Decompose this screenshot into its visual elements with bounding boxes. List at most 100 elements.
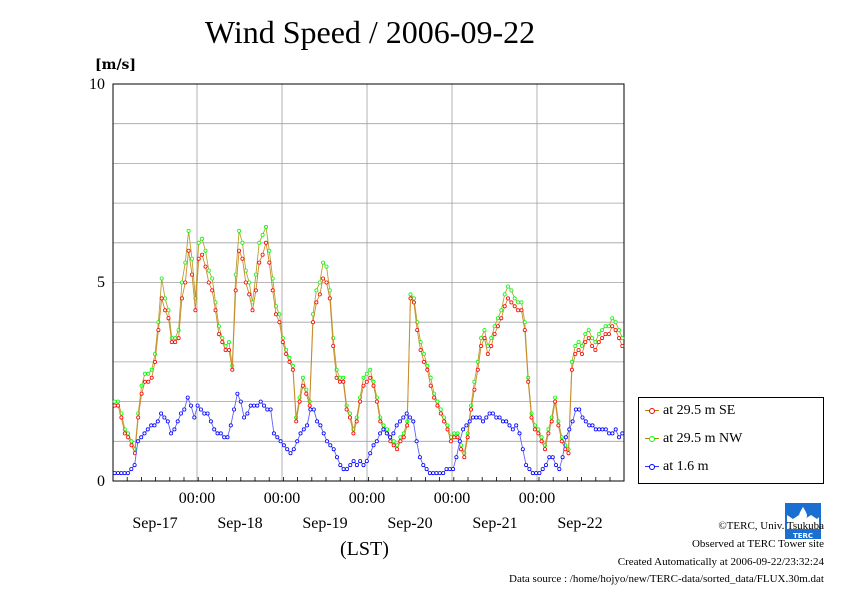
x-time-label: 00:00 <box>518 490 556 507</box>
data-point <box>218 431 223 436</box>
data-point <box>613 320 618 325</box>
data-point <box>519 308 524 313</box>
y-axis-unit: [m/s] <box>95 57 137 73</box>
source-text: Data source : /home/hojyo/new/TERC-data/… <box>509 573 824 585</box>
data-point <box>112 471 117 476</box>
data-point <box>539 439 544 444</box>
data-point <box>210 276 215 281</box>
data-point <box>474 415 479 420</box>
data-point <box>479 336 484 341</box>
data-point <box>530 471 535 476</box>
data-point <box>395 447 400 452</box>
x-date-label: Sep-22 <box>557 515 603 532</box>
data-point <box>324 264 329 269</box>
data-point <box>178 411 183 416</box>
data-point <box>467 419 472 424</box>
data-point <box>192 415 197 420</box>
data-point <box>464 423 469 428</box>
data-point <box>142 379 147 384</box>
data-point <box>311 407 316 412</box>
data-point <box>455 431 460 436</box>
data-point <box>482 328 487 333</box>
data-point <box>617 328 622 333</box>
data-point <box>361 463 366 468</box>
data-point <box>378 431 383 436</box>
data-point <box>576 340 581 345</box>
data-point <box>504 419 509 424</box>
data-point <box>557 467 562 472</box>
data-point <box>445 427 450 432</box>
data-point <box>510 427 515 432</box>
legend-label: at 29.5 m SE <box>663 403 736 418</box>
data-point <box>425 367 430 372</box>
x-time-label: 00:00 <box>433 490 471 507</box>
data-point <box>304 391 309 396</box>
data-point <box>520 447 525 452</box>
data-point <box>139 435 144 440</box>
data-point <box>368 451 373 456</box>
data-point <box>257 240 262 245</box>
data-point <box>514 423 519 428</box>
data-point <box>603 332 608 337</box>
data-point <box>331 447 336 452</box>
data-point <box>258 399 263 404</box>
data-point <box>477 415 482 420</box>
data-point <box>139 383 144 388</box>
data-point <box>569 367 574 372</box>
data-point <box>454 455 459 460</box>
data-point <box>540 467 545 472</box>
data-point <box>245 411 250 416</box>
data-point <box>364 371 369 376</box>
data-point <box>559 439 564 444</box>
observed-text: Observed at TERC Tower site <box>691 538 824 550</box>
data-point <box>261 403 266 408</box>
data-point <box>570 419 575 424</box>
y-tick-label: 5 <box>97 274 105 291</box>
data-point <box>536 431 541 436</box>
data-point <box>351 459 356 464</box>
data-point <box>442 419 447 424</box>
data-point <box>457 439 462 444</box>
data-point <box>277 320 282 325</box>
data-point <box>620 343 625 348</box>
data-point <box>606 324 611 329</box>
data-point <box>553 399 558 404</box>
data-point <box>347 415 352 420</box>
data-point <box>280 340 285 345</box>
data-point <box>482 336 487 341</box>
data-point <box>169 340 174 345</box>
data-point <box>270 288 275 293</box>
data-point <box>185 395 190 400</box>
data-point <box>573 351 578 356</box>
y-tick-label: 0 <box>97 473 105 490</box>
data-point <box>421 463 426 468</box>
data-point <box>297 399 302 404</box>
data-point <box>391 443 396 448</box>
data-point <box>149 423 154 428</box>
data-point <box>155 419 160 424</box>
data-point <box>468 407 473 412</box>
data-point <box>267 248 272 253</box>
x-date-label: Sep-21 <box>472 515 518 532</box>
data-point <box>606 332 611 337</box>
data-point <box>294 419 299 424</box>
data-point <box>172 427 177 432</box>
data-point <box>139 391 144 396</box>
data-point <box>583 419 588 424</box>
data-point <box>225 435 230 440</box>
data-point <box>183 280 188 285</box>
data-point <box>381 427 386 432</box>
legend-item: at 29.5 m SE <box>645 401 735 421</box>
data-point <box>527 467 532 472</box>
legend-label: at 1.6 m <box>663 459 709 474</box>
data-point <box>126 435 131 440</box>
data-point <box>484 415 489 420</box>
data-point <box>485 351 490 356</box>
data-point <box>452 435 457 440</box>
data-point <box>489 343 494 348</box>
data-point <box>247 280 252 285</box>
data-point <box>361 383 366 388</box>
data-point <box>176 336 181 341</box>
data-point <box>517 431 522 436</box>
data-point <box>502 304 507 309</box>
